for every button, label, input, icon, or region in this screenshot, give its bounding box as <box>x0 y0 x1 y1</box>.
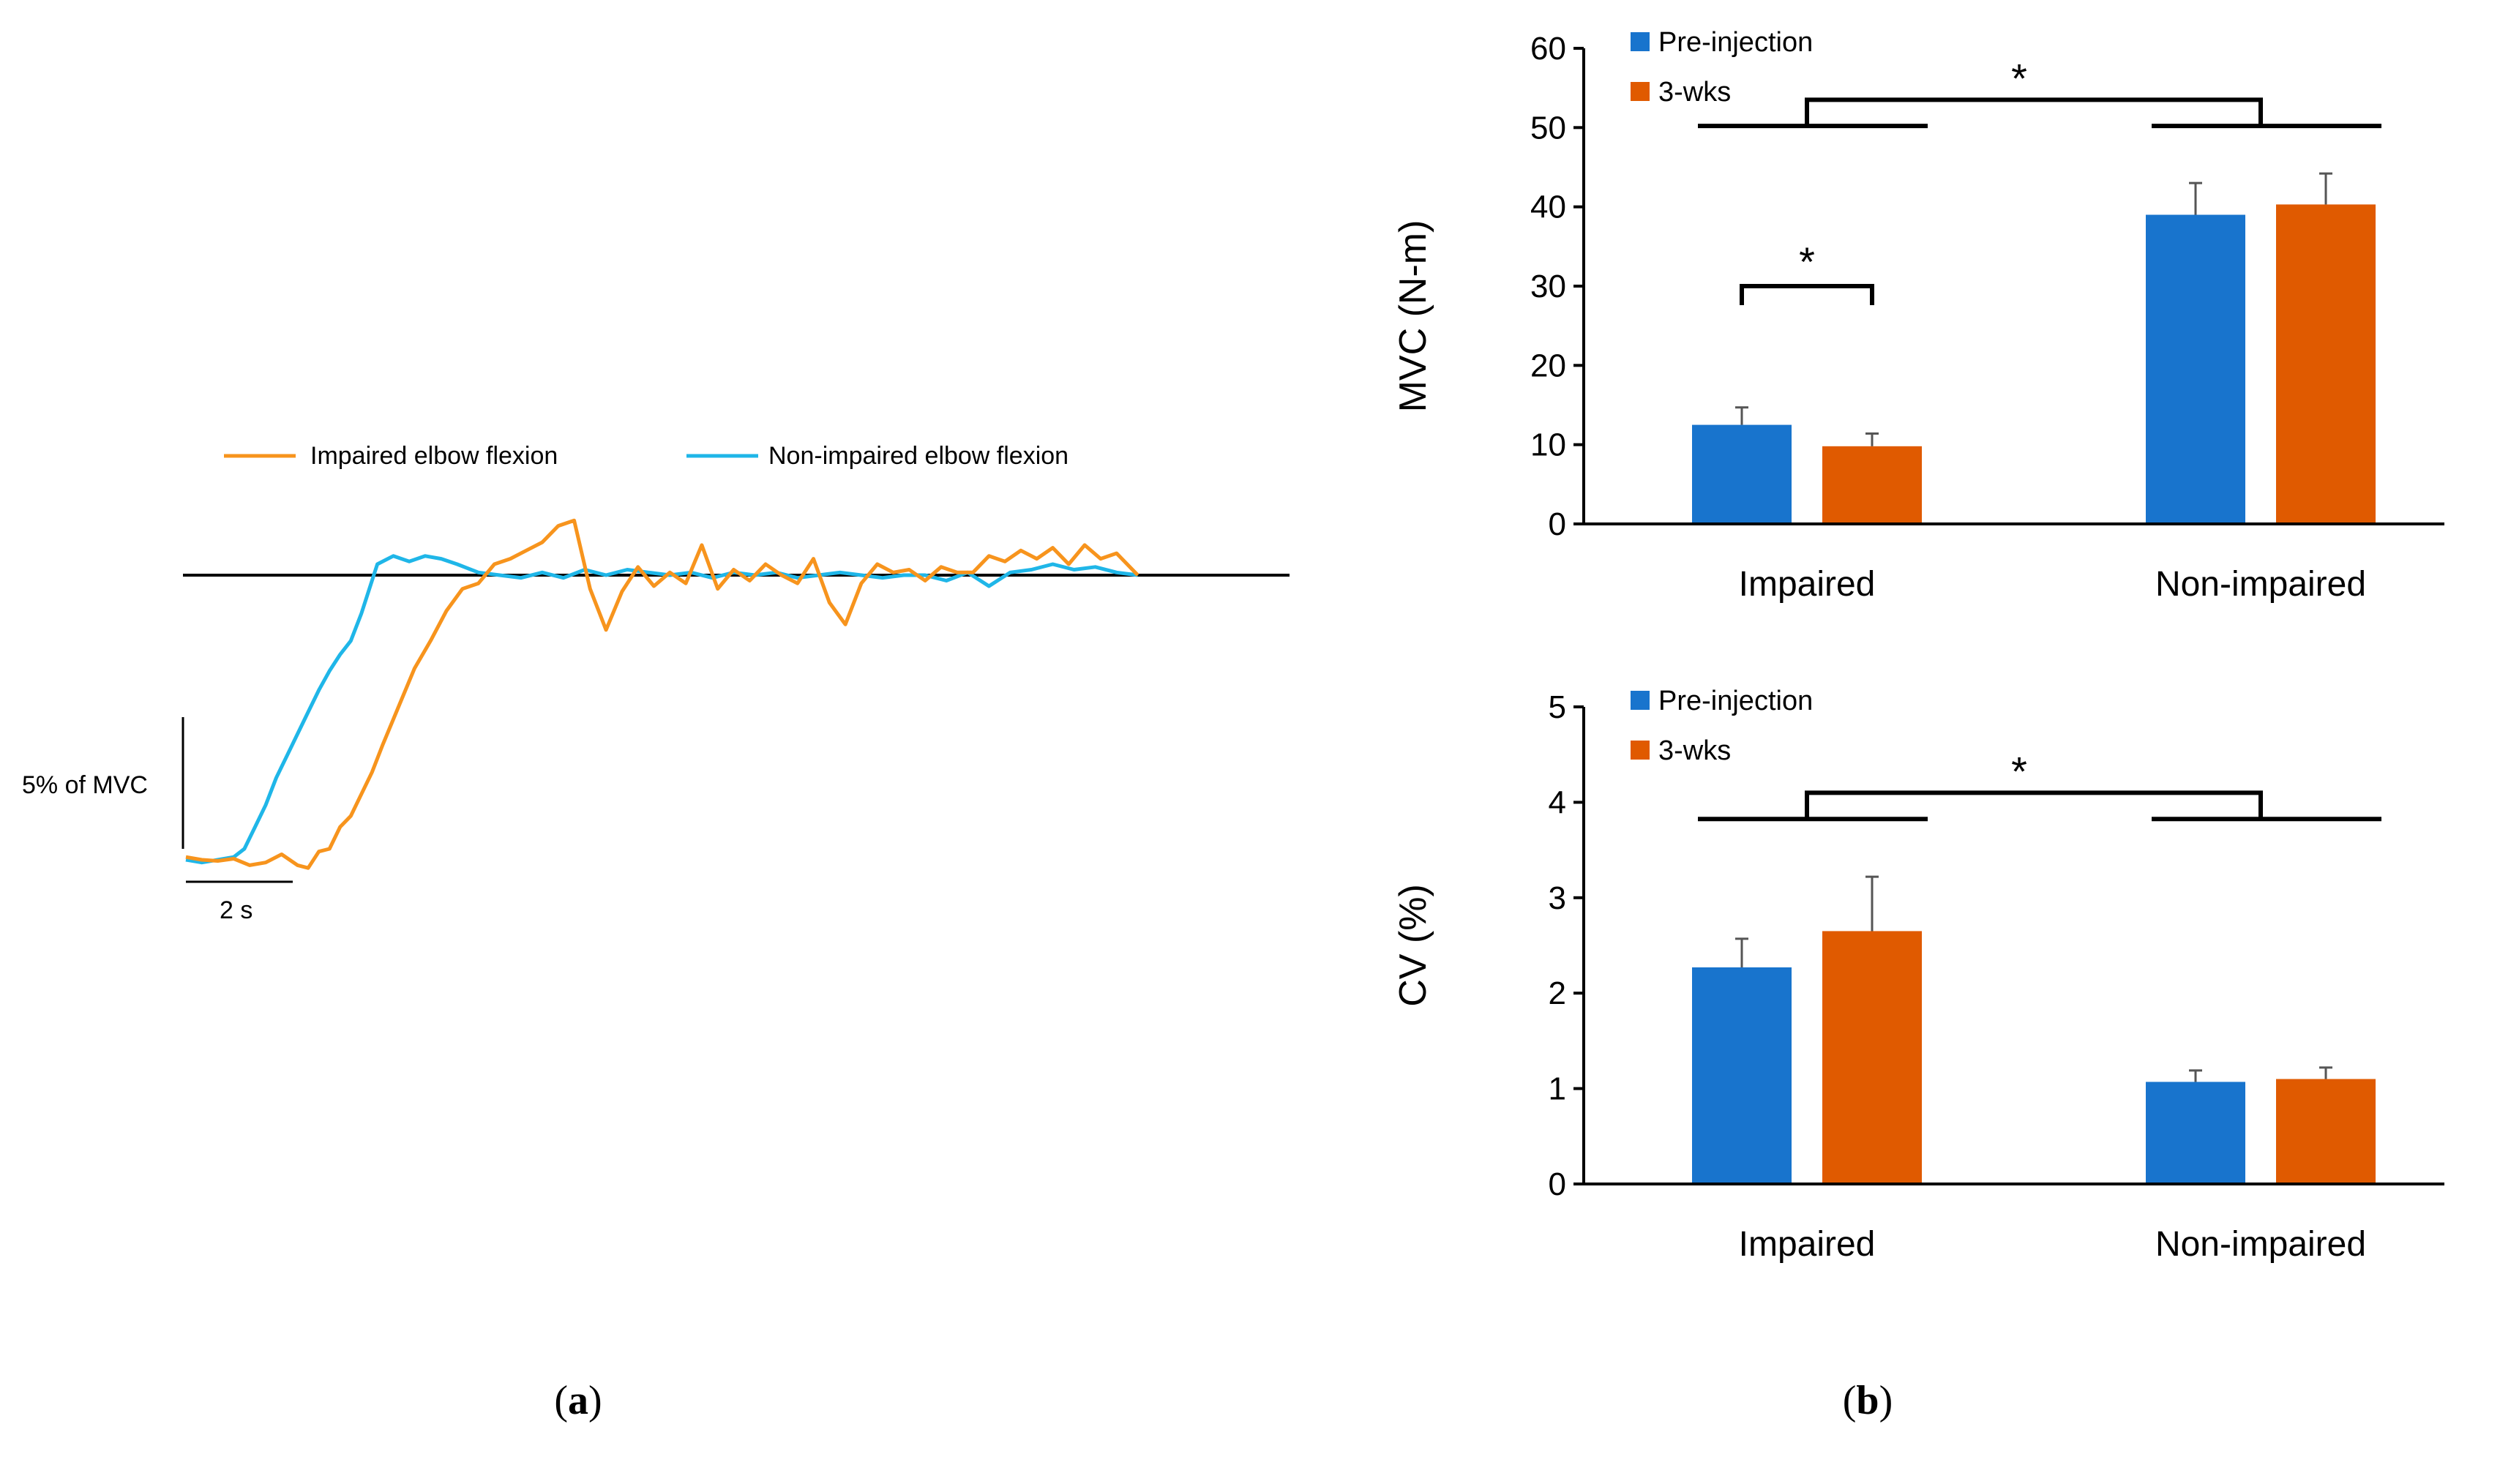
panel-b-bottom: CV (%) 0 1 2 3 4 5 Impaired Non-impaired… <box>1392 686 2444 1423</box>
bar-pre-injection <box>2146 1082 2245 1184</box>
y-tick-label: 50 <box>1530 110 1566 146</box>
legend-swatch-pre-injection <box>1631 32 1650 51</box>
y-tick-label: 2 <box>1549 975 1566 1011</box>
y-tick-label: 5 <box>1549 689 1566 725</box>
y-ticks: 0 10 20 30 40 50 60 <box>1530 31 1566 542</box>
y-tick-label: 1 <box>1549 1071 1566 1107</box>
significance-star: * <box>2011 748 2027 794</box>
y-tick-label: 4 <box>1549 784 1566 820</box>
y-tick-label: 60 <box>1530 31 1566 67</box>
y-tick-label: 20 <box>1530 348 1566 383</box>
significance-star: * <box>2011 55 2027 101</box>
legend-label-3-wks: 3-wks <box>1658 735 1731 766</box>
legend-label-pre-injection: Pre-injection <box>1658 27 1813 58</box>
bracket-between-groups <box>1805 97 2263 127</box>
legend-label-3-wks: 3-wks <box>1658 77 1731 108</box>
bracket-within-impaired <box>1740 284 1874 305</box>
bar-3-wks <box>2276 1079 2376 1184</box>
series-line-impaired <box>185 518 1139 870</box>
y-tick-label: 30 <box>1530 269 1566 304</box>
legend-swatch-3-wks <box>1631 741 1650 760</box>
y-ticks: 0 1 2 3 4 5 <box>1549 689 1566 1202</box>
x-category-label: Non-impaired <box>2155 1225 2366 1264</box>
bar-3-wks <box>2276 204 2376 524</box>
bar-3-wks <box>1822 446 1922 524</box>
panel-a-label: (a) <box>554 1378 602 1423</box>
y-scale-bar-label: 5% of MVC <box>22 771 148 799</box>
x-category-label: Impaired <box>1739 1225 1876 1264</box>
bars <box>1692 875 2376 1184</box>
legend-swatch-pre-injection <box>1631 691 1650 710</box>
legend-swatch-3-wks <box>1631 82 1650 101</box>
x-category-label: Non-impaired <box>2155 565 2366 604</box>
panel-b-label: (b) <box>1843 1378 1893 1423</box>
axes <box>1573 47 2444 525</box>
panel-b-top: MVC (N-m) 0 10 20 30 40 50 60 Impaired N… <box>1392 27 2444 604</box>
bar-pre-injection <box>2146 214 2245 524</box>
y-tick-label: 3 <box>1549 880 1566 916</box>
significance-brackets <box>1698 790 2381 822</box>
legend-impaired-label: Impaired elbow flexion <box>310 442 558 470</box>
y-tick-label: 10 <box>1530 427 1566 463</box>
y-tick-label: 0 <box>1549 1166 1566 1202</box>
x-category-label: Impaired <box>1739 565 1876 604</box>
significance-brackets <box>1698 97 2381 305</box>
legend-label-pre-injection: Pre-injection <box>1658 686 1813 716</box>
ylabel-mvc: MVC (N-m) <box>1392 220 1434 413</box>
bracket-between-groups <box>1805 790 2263 820</box>
series-line-non-impaired <box>185 554 1139 865</box>
bar-3-wks <box>1822 931 1922 1184</box>
y-tick-label: 0 <box>1549 506 1566 542</box>
axes <box>1573 705 2444 1185</box>
significance-star: * <box>1799 239 1815 285</box>
legend-nonimpaired-label: Non-impaired elbow flexion <box>768 442 1069 470</box>
bar-pre-injection <box>1692 424 1792 524</box>
y-tick-label: 40 <box>1530 190 1566 225</box>
panel-a: Impaired elbow flexion Non-impaired elbo… <box>22 442 1290 1423</box>
bar-pre-injection <box>1692 967 1792 1184</box>
bars <box>1692 172 2376 524</box>
x-scale-bar-label: 2 s <box>220 896 252 924</box>
ylabel-cv: CV (%) <box>1392 884 1434 1007</box>
